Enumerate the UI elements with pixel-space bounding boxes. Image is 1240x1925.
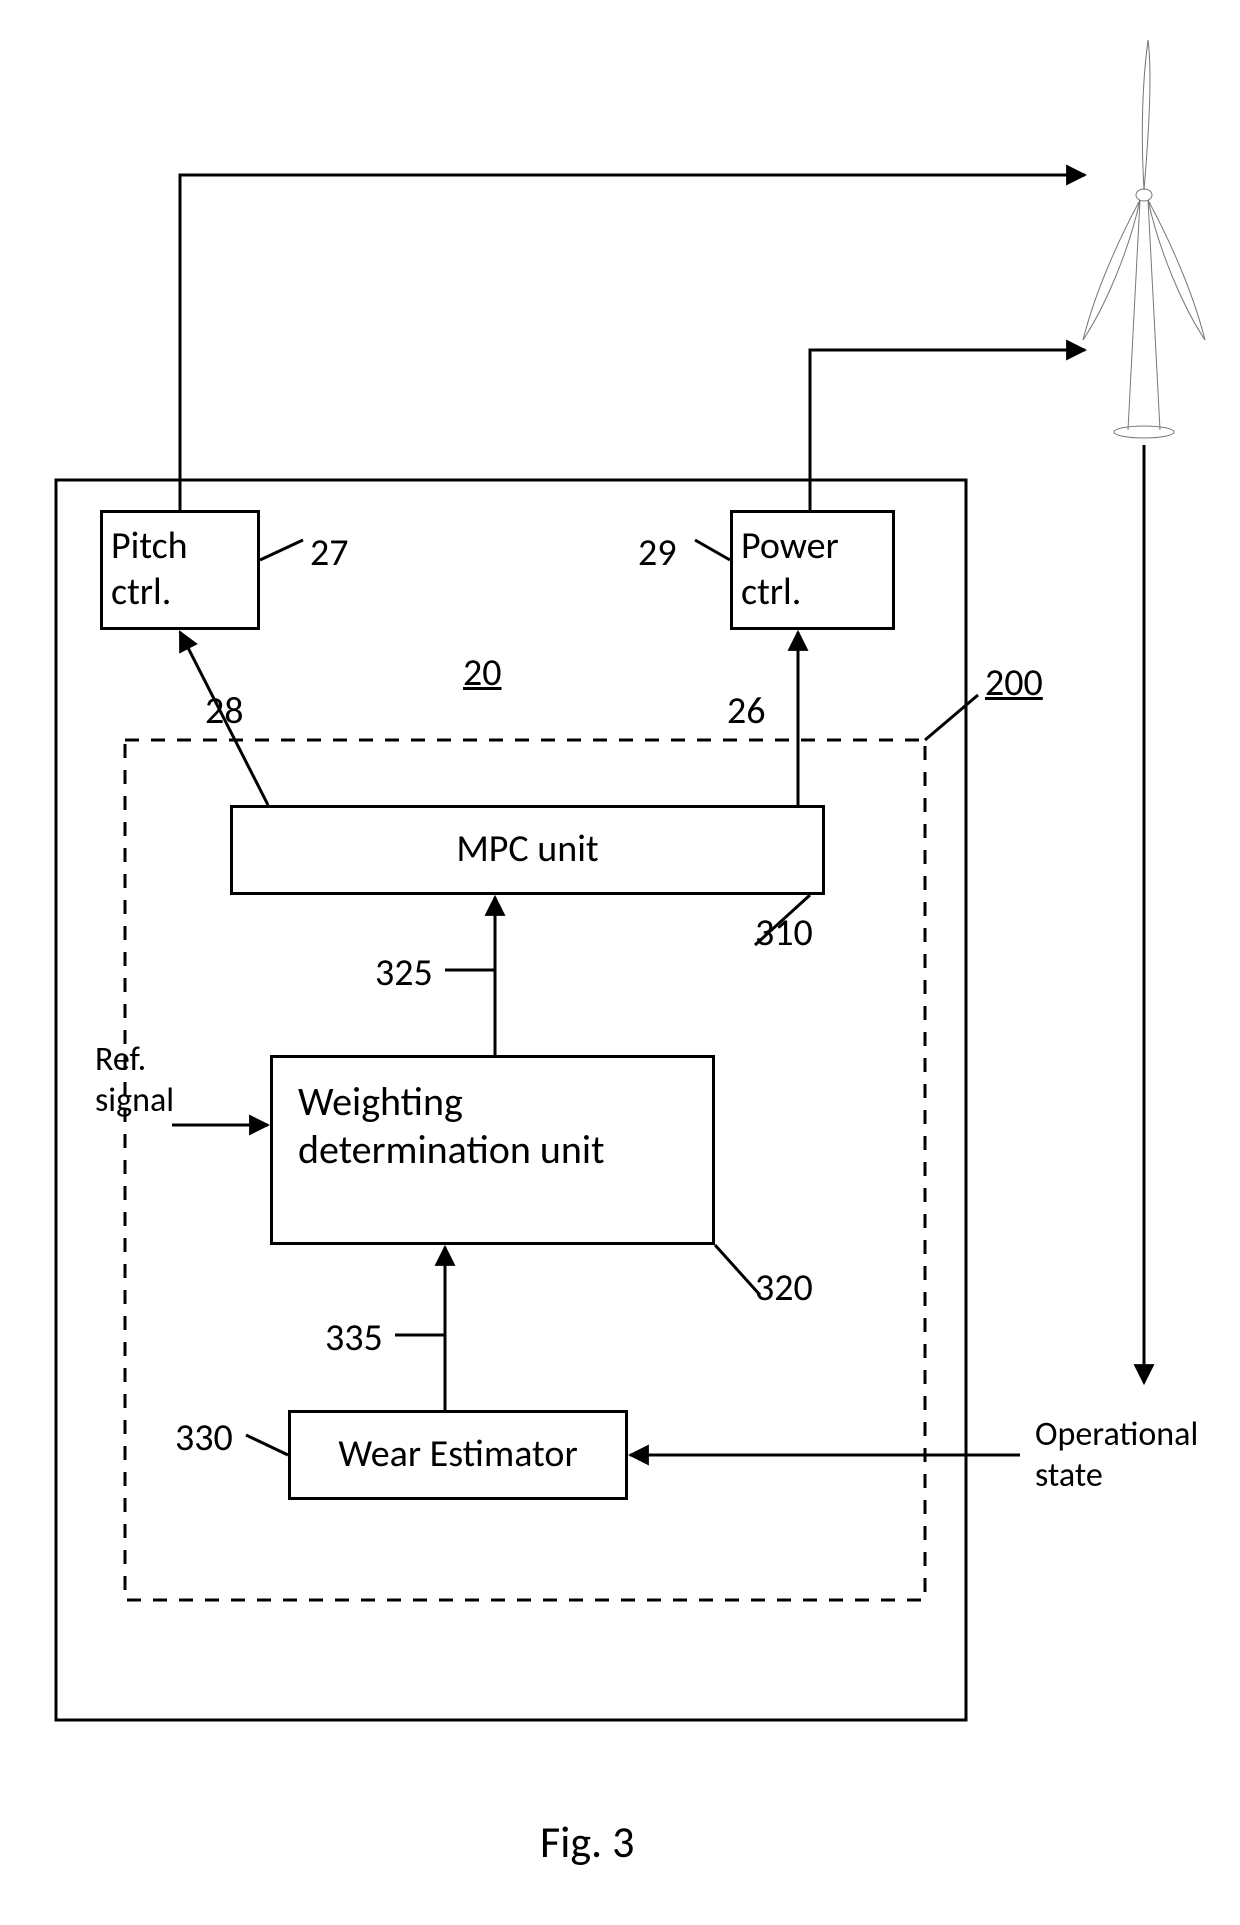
pitch-ctrl-box: Pitch ctrl. [100, 510, 260, 630]
operational-state-label: Operational state [1035, 1415, 1198, 1497]
tick-330 [246, 1435, 288, 1455]
mpc-unit-label: MPC unit [456, 827, 598, 873]
ref-signal-label: Ref. signal [95, 1040, 174, 1122]
ref-335: 335 [325, 1315, 383, 1361]
power-ctrl-box: Power ctrl. [730, 510, 895, 630]
ref-310: 310 [755, 910, 813, 956]
ref-330: 330 [175, 1415, 233, 1461]
weighting-box: Weighting determination unit [270, 1055, 715, 1245]
ref-28: 28 [205, 688, 244, 734]
diagram-svg [0, 0, 1240, 1925]
wear-estimator-box: Wear Estimator [288, 1410, 628, 1500]
ref-20: 20 [463, 650, 502, 696]
ref-27: 27 [310, 530, 349, 576]
tick-200 [925, 695, 978, 740]
tick-320 [715, 1245, 760, 1295]
ref-29: 29 [638, 530, 677, 576]
arrow-pitch-to-turbine [180, 175, 1085, 510]
ref-200: 200 [985, 660, 1043, 706]
tick-29 [695, 540, 730, 560]
wind-turbine-icon [1083, 40, 1205, 438]
wear-estimator-label: Wear Estimator [338, 1432, 577, 1478]
ref-26: 26 [727, 688, 766, 734]
power-ctrl-label: Power ctrl. [741, 524, 839, 615]
mpc-unit-box: MPC unit [230, 805, 825, 895]
arrow-power-to-turbine [810, 350, 1085, 510]
weighting-label: Weighting determination unit [298, 1078, 605, 1174]
figure-caption: Fig. 3 [540, 1815, 634, 1869]
ref-320: 320 [755, 1265, 813, 1311]
pitch-ctrl-label: Pitch ctrl. [111, 524, 188, 615]
tick-27 [260, 540, 303, 560]
ref-325: 325 [375, 950, 433, 996]
